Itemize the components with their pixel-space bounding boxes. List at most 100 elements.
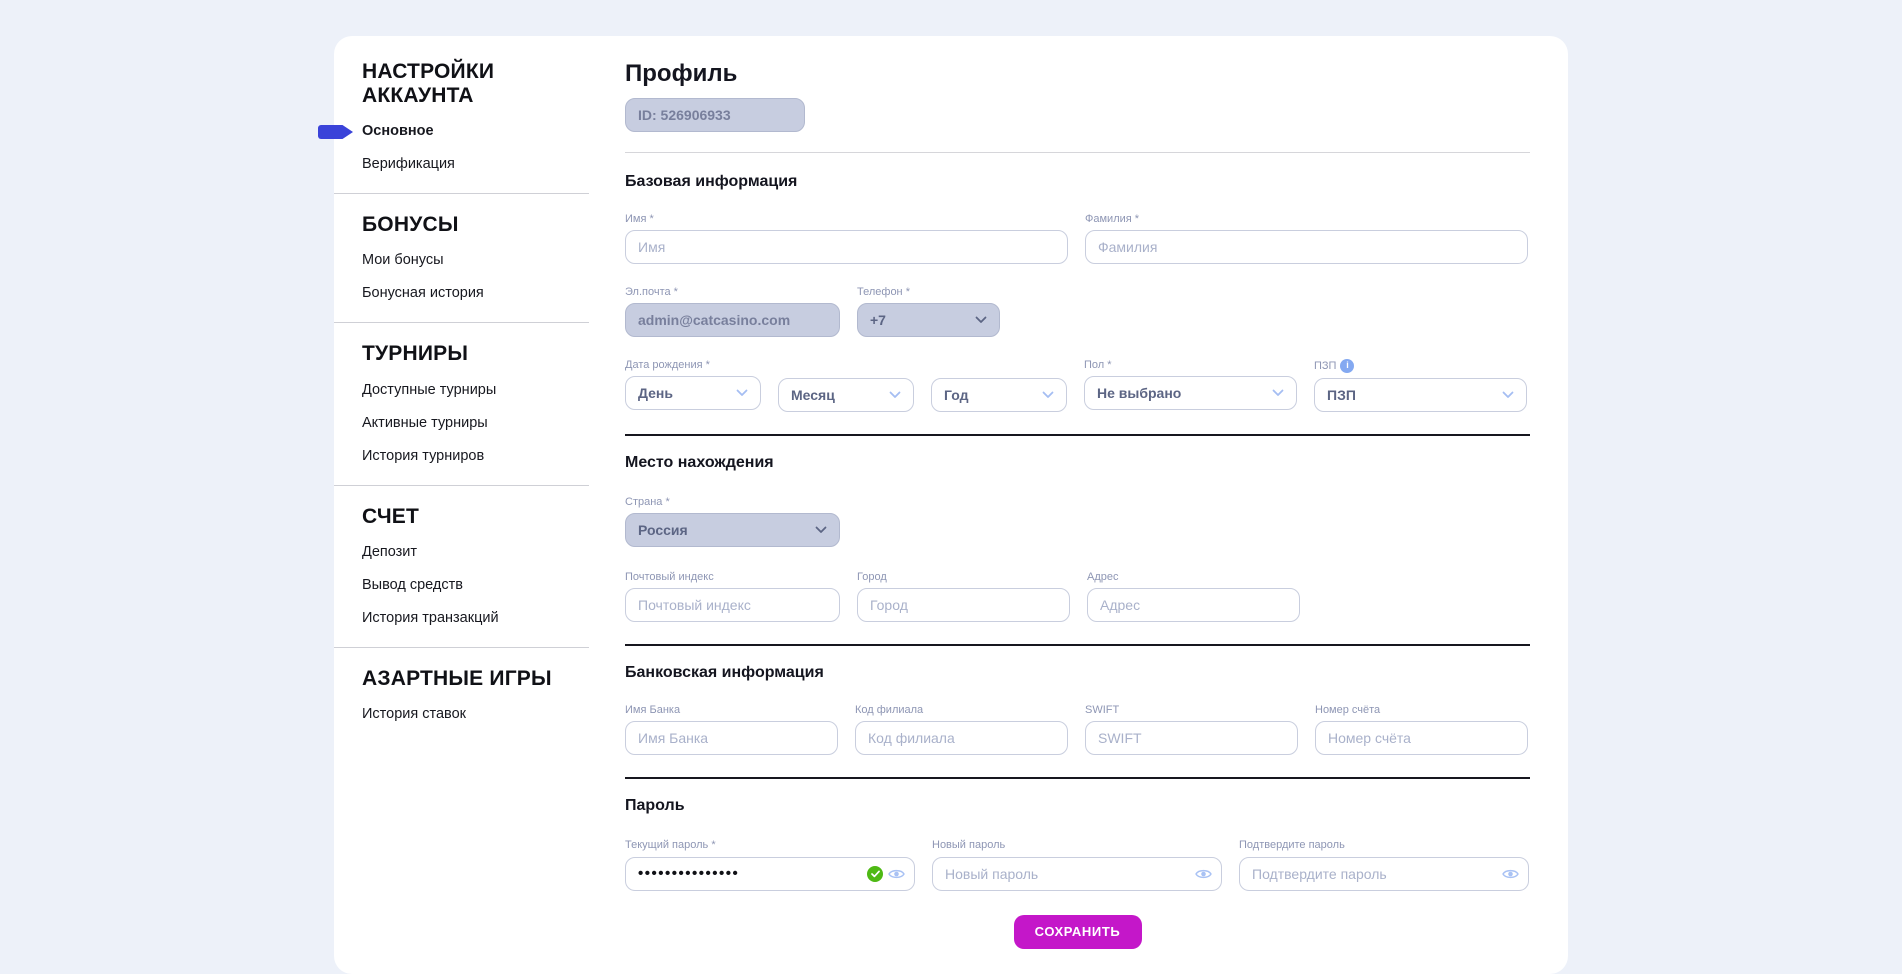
phone-code-value: +7: [870, 312, 886, 329]
divider-dark: [625, 777, 1530, 780]
pzp-value: ПЗП: [1327, 387, 1356, 404]
profile-main: Профиль Базовая информация Имя * Фамилия…: [625, 60, 1530, 949]
phone-label: Телефон *: [857, 286, 910, 299]
current-password-input[interactable]: [625, 856, 915, 891]
sidebar-item[interactable]: История турниров: [362, 447, 589, 465]
sidebar-section: АЗАРТНЫЕ ИГРЫ История ставок: [362, 648, 589, 723]
sidebar-item-label: Бонусная история: [362, 285, 484, 302]
birth-month-select[interactable]: Месяц: [778, 378, 914, 413]
sidebar-item-label: История ставок: [362, 706, 466, 723]
chevron-down-icon: [975, 316, 987, 324]
country-select[interactable]: Россия: [625, 513, 840, 548]
branch-code-input[interactable]: [855, 721, 1068, 756]
sidebar-section-title: СЧЕТ: [362, 504, 420, 528]
settings-card: НАСТРОЙКИ АККАУНТА Основное Верификация БОН…: [318, 36, 1568, 974]
sidebar-item-active[interactable]: Основное: [318, 123, 589, 140]
section-title-password: Пароль: [625, 797, 685, 815]
bank-name-label: Имя Банка: [625, 704, 681, 717]
address-input[interactable]: [1087, 588, 1300, 623]
new-password-label: Новый пароль: [932, 839, 1006, 852]
sidebar-section: ТУРНИРЫ Доступные турниры Активные турниры…: [362, 323, 589, 464]
current-password-label: Текущий пароль *: [625, 839, 716, 852]
birth-day-value: День: [638, 385, 673, 402]
last-name-input[interactable]: [1085, 230, 1528, 265]
birth-year-select[interactable]: Год: [931, 378, 1067, 413]
save-button[interactable]: СОХРАНИТЬ: [1013, 914, 1142, 949]
email-label: Эл.почта *: [625, 286, 678, 299]
sidebar-item[interactable]: Мои бонусы: [362, 252, 589, 269]
divider-dark: [625, 644, 1530, 647]
sidebar-item-label: Вывод средств: [362, 577, 463, 594]
new-password-input[interactable]: [932, 856, 1222, 891]
show-password-icon[interactable]: [1502, 867, 1519, 880]
sidebar-item-label: Доступные турниры: [362, 381, 497, 398]
sidebar-item-label: Активные турниры: [362, 414, 488, 431]
sidebar-divider: [334, 192, 589, 194]
postal-code-label: Почтовый индекс: [625, 571, 714, 584]
section-title-location: Место нахождения: [625, 454, 774, 472]
sidebar-item[interactable]: История транзакций: [362, 610, 589, 627]
sidebar-item-label: История транзакций: [362, 610, 499, 627]
sidebar-divider: [334, 646, 589, 648]
gender-select[interactable]: Не выбрано: [1084, 376, 1297, 411]
postal-code-input[interactable]: [625, 588, 840, 623]
sidebar-item[interactable]: Верификация: [362, 155, 589, 173]
sidebar-section-title: ТУРНИРЫ: [362, 342, 469, 366]
valid-check-icon: [867, 865, 883, 882]
section-title-bank-info: Банковская информация: [625, 664, 824, 682]
gender-label: Пол *: [1084, 359, 1112, 372]
swift-input[interactable]: [1085, 721, 1298, 756]
birth-month-value: Месяц: [791, 387, 835, 404]
chevron-down-icon: [1272, 389, 1284, 397]
sidebar-item[interactable]: Доступные турниры: [362, 381, 589, 399]
chevron-down-icon: [1502, 391, 1514, 399]
confirm-password-input[interactable]: [1239, 856, 1529, 891]
active-arrow-icon: [318, 125, 353, 139]
account-number-label: Номер счёта: [1315, 704, 1381, 717]
first-name-input[interactable]: [625, 230, 1068, 265]
sidebar-item[interactable]: Вывод средств: [362, 577, 589, 594]
sidebar-section: БОНУСЫ Мои бонусы Бонусная история: [362, 194, 589, 302]
info-icon[interactable]: i: [1340, 359, 1355, 374]
sidebar-item[interactable]: История ставок: [362, 706, 589, 723]
sidebar-nav: НАСТРОЙКИ АККАУНТА Основное Верификация БОН…: [318, 60, 589, 949]
sidebar-item[interactable]: Депозит: [362, 544, 589, 561]
chevron-down-icon: [815, 526, 827, 534]
birth-date-label: Дата рождения *: [625, 359, 710, 372]
sidebar-item-label: Мои бонусы: [362, 252, 444, 269]
confirm-password-label: Подтвердите пароль: [1239, 839, 1345, 852]
sidebar-item[interactable]: Бонусная история: [362, 285, 589, 302]
show-password-icon[interactable]: [1195, 867, 1212, 880]
sidebar-section: НАСТРОЙКИ АККАУНТА Основное Верификация: [318, 60, 589, 173]
chevron-down-icon: [889, 391, 901, 399]
sidebar-item-label: Верификация: [362, 155, 455, 172]
country-value: Россия: [638, 522, 688, 539]
sidebar-divider: [334, 484, 589, 486]
section-title-basic-info: Базовая информация: [625, 173, 798, 190]
city-label: Город: [857, 571, 887, 584]
address-label: Адрес: [1087, 571, 1119, 584]
chevron-down-icon: [1042, 391, 1054, 399]
show-password-icon[interactable]: [888, 867, 905, 880]
pzp-select[interactable]: ПЗП: [1314, 378, 1527, 413]
divider-dark: [625, 434, 1530, 437]
chevron-down-icon: [736, 389, 748, 397]
last-name-label: Фамилия *: [1085, 213, 1140, 225]
branch-code-label: Код филиала: [855, 704, 924, 717]
sidebar-section-title: БОНУСЫ: [362, 212, 459, 236]
city-input[interactable]: [857, 588, 1070, 623]
sidebar-item[interactable]: Активные турниры: [362, 414, 589, 432]
birth-day-select[interactable]: День: [625, 376, 761, 411]
bank-name-input[interactable]: [625, 721, 838, 756]
account-number-input[interactable]: [1315, 721, 1528, 756]
sidebar-section-title: НАСТРОЙКИ АККАУНТА: [362, 60, 495, 107]
first-name-label: Имя *: [625, 213, 654, 225]
sidebar-item-label: Депозит: [362, 544, 418, 561]
sidebar-item-label: Основное: [362, 123, 434, 140]
sidebar-item-label: История турниров: [362, 447, 485, 464]
phone-code-select[interactable]: +7: [857, 303, 1000, 338]
gender-value: Не выбрано: [1097, 385, 1182, 402]
sidebar-section: СЧЕТ Депозит Вывод средств История транзакц…: [362, 486, 589, 627]
page-title: Профиль: [625, 60, 738, 87]
sidebar-section-title: АЗАРТНЫЕ ИГРЫ: [362, 666, 552, 690]
